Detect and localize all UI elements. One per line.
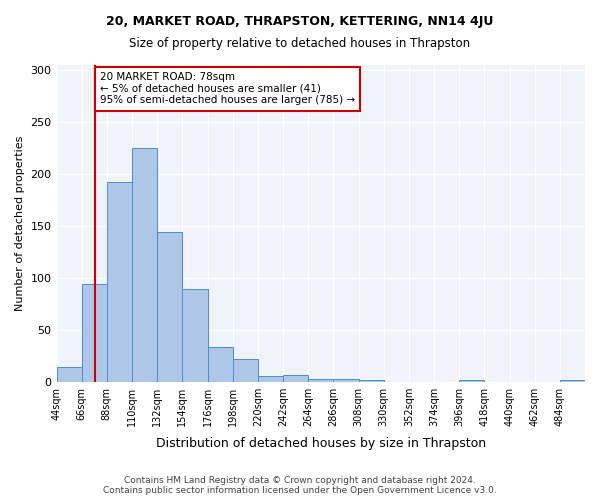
Bar bbox=[233, 359, 258, 382]
Text: 20 MARKET ROAD: 78sqm
← 5% of detached houses are smaller (41)
95% of semi-detac: 20 MARKET ROAD: 78sqm ← 5% of detached h… bbox=[100, 72, 355, 106]
Text: Contains HM Land Registry data © Crown copyright and database right 2024.
Contai: Contains HM Land Registry data © Crown c… bbox=[103, 476, 497, 495]
Bar bbox=[560, 380, 585, 382]
Bar bbox=[107, 182, 132, 382]
Y-axis label: Number of detached properties: Number of detached properties bbox=[15, 136, 25, 311]
Bar bbox=[334, 378, 359, 382]
Bar bbox=[283, 376, 308, 382]
Bar bbox=[359, 380, 383, 382]
Text: Size of property relative to detached houses in Thrapston: Size of property relative to detached ho… bbox=[130, 38, 470, 51]
Bar bbox=[459, 380, 484, 382]
X-axis label: Distribution of detached houses by size in Thrapston: Distribution of detached houses by size … bbox=[156, 437, 486, 450]
Bar bbox=[182, 290, 208, 382]
Bar bbox=[157, 232, 182, 382]
Bar bbox=[82, 284, 107, 382]
Bar bbox=[56, 367, 82, 382]
Bar bbox=[308, 378, 334, 382]
Bar bbox=[208, 348, 233, 382]
Text: 20, MARKET ROAD, THRAPSTON, KETTERING, NN14 4JU: 20, MARKET ROAD, THRAPSTON, KETTERING, N… bbox=[106, 15, 494, 28]
Bar bbox=[258, 376, 283, 382]
Bar bbox=[132, 148, 157, 382]
